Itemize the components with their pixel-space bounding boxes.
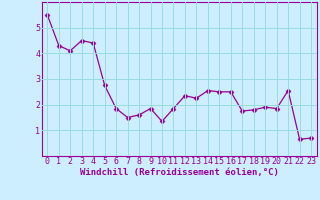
X-axis label: Windchill (Refroidissement éolien,°C): Windchill (Refroidissement éolien,°C) [80,168,279,177]
